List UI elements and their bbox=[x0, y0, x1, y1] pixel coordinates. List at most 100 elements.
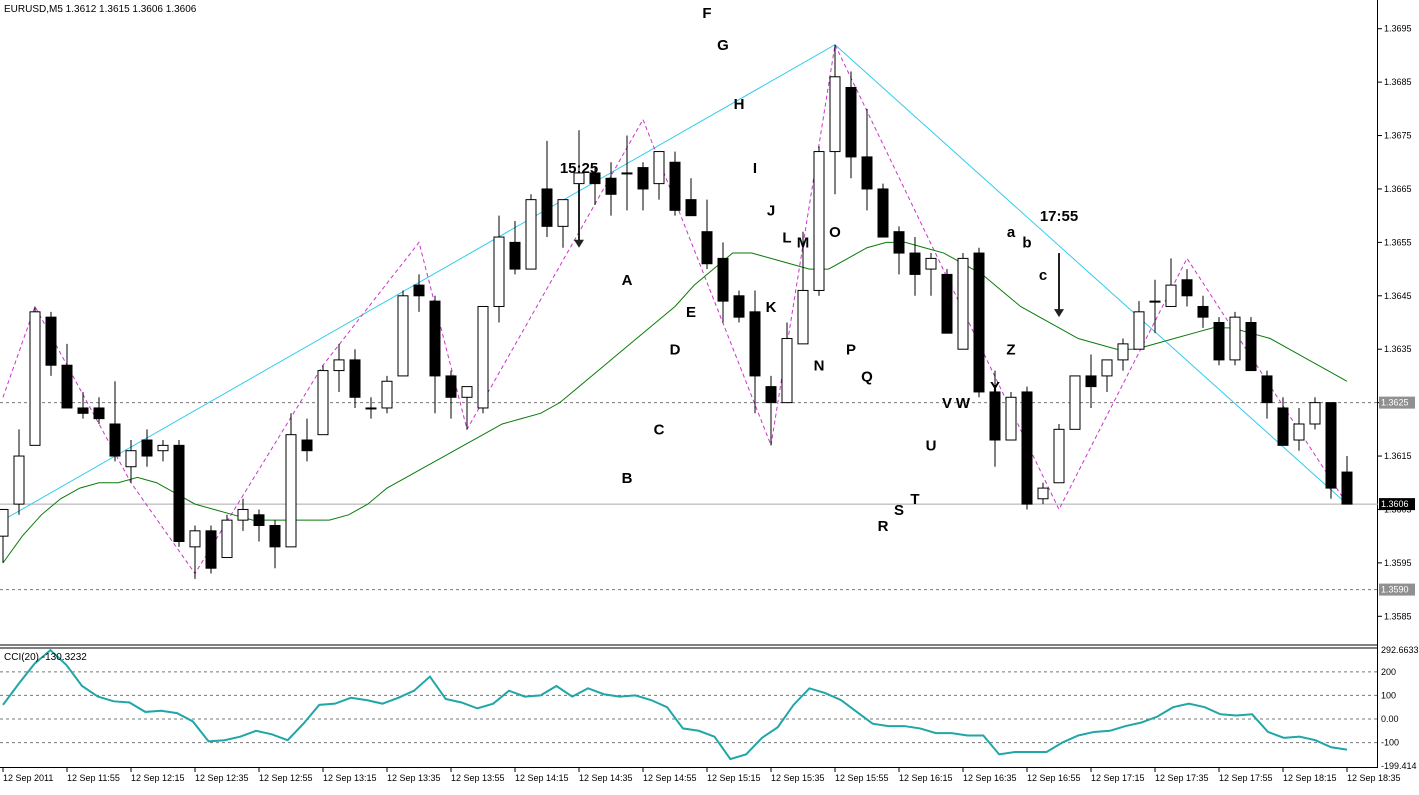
price-tick-label: 1.3645 bbox=[1384, 291, 1412, 301]
wave-label: C bbox=[654, 422, 665, 439]
candle-body-bull bbox=[1309, 402, 1321, 425]
time-tick-label: 12 Sep 18:35 bbox=[1347, 773, 1401, 783]
candle bbox=[557, 199, 569, 248]
level-tag-lower: 1.3590 bbox=[1381, 585, 1409, 595]
candle-body-bull bbox=[1117, 343, 1129, 361]
candle bbox=[525, 194, 537, 270]
grid-layer bbox=[0, 402, 1378, 591]
candle bbox=[1117, 338, 1129, 371]
wave-label: L bbox=[782, 229, 791, 246]
price-tick-label: 1.3675 bbox=[1384, 131, 1412, 141]
wave-label: Q bbox=[861, 368, 873, 385]
candle-body-bear bbox=[1325, 402, 1337, 489]
price-tick-label: 1.3615 bbox=[1384, 451, 1412, 461]
candle-body-bear bbox=[941, 273, 953, 334]
candle-body-bull bbox=[621, 172, 633, 175]
candle bbox=[765, 375, 777, 446]
candle-body-bear bbox=[1213, 322, 1225, 361]
candle bbox=[1245, 317, 1257, 372]
candle bbox=[637, 162, 649, 211]
candle bbox=[909, 237, 921, 296]
candle-body-bear bbox=[685, 199, 697, 217]
candle bbox=[221, 514, 233, 559]
candle-body-bull bbox=[125, 450, 137, 468]
candle-body-bull bbox=[1149, 300, 1161, 303]
time-tick-label: 12 Sep 16:55 bbox=[1027, 773, 1081, 783]
candle bbox=[1277, 397, 1289, 446]
candle bbox=[877, 183, 889, 238]
candle bbox=[589, 167, 601, 205]
time-axis: 12 Sep 2011 12 Sep 11:55 12 Sep 12:15 12 Se… bbox=[2, 768, 1401, 783]
candle-body-bull bbox=[1229, 316, 1241, 361]
wave-label: b bbox=[1022, 235, 1031, 252]
candle bbox=[797, 231, 809, 345]
candle-body-bull bbox=[925, 257, 937, 270]
price-tick-label: 1.3635 bbox=[1384, 344, 1412, 354]
candle-body-bull bbox=[797, 289, 809, 345]
wave-label: R bbox=[878, 518, 889, 535]
price-tick-label: 1.3585 bbox=[1384, 611, 1412, 621]
time-tick-label: 12 Sep 14:35 bbox=[579, 773, 633, 783]
price-tick-label: 1.3655 bbox=[1384, 237, 1412, 247]
candle-body-bull bbox=[493, 236, 505, 307]
time-tick-label: 12 Sep 18:15 bbox=[1283, 773, 1337, 783]
candle bbox=[749, 290, 761, 414]
time-tick-label: 12 Sep 17:35 bbox=[1155, 773, 1209, 783]
time-tick-label: 12 Sep 12:15 bbox=[131, 773, 185, 783]
candle bbox=[781, 322, 793, 404]
candle-body-bear bbox=[301, 439, 313, 452]
candle bbox=[509, 221, 521, 275]
candle bbox=[1213, 317, 1225, 366]
candle bbox=[541, 140, 553, 238]
candle bbox=[493, 215, 505, 323]
candle-body-bear bbox=[765, 386, 777, 404]
candle-body-bear bbox=[989, 391, 1001, 441]
price-tick-label: 1.3665 bbox=[1384, 184, 1412, 194]
candle bbox=[189, 525, 201, 579]
candle bbox=[957, 253, 969, 350]
candle-body-bear bbox=[109, 423, 121, 457]
candle bbox=[93, 397, 105, 424]
wave-label: S bbox=[894, 502, 904, 519]
candle-body-bear bbox=[733, 295, 745, 318]
wave-label: E bbox=[686, 304, 696, 321]
candle-body-bull bbox=[461, 386, 473, 398]
candle bbox=[333, 343, 345, 392]
candle-body-bull bbox=[237, 508, 249, 521]
cci-label: CCI(20) -130.3232 bbox=[4, 652, 87, 663]
price-axis: 1.3695 1.3685 1.3675 1.3665 1.3655 1.3645 1.36… bbox=[1378, 24, 1415, 621]
candle-body-bull bbox=[829, 76, 841, 153]
time-arrow-head bbox=[1054, 309, 1064, 318]
candle bbox=[1021, 386, 1033, 510]
candle-body-bull bbox=[189, 530, 201, 548]
time-tick-label: 12 Sep 12:55 bbox=[259, 773, 313, 783]
candle bbox=[1229, 311, 1241, 366]
cci-line bbox=[2, 648, 1348, 761]
candle-body-bear bbox=[1021, 391, 1033, 505]
cci-tick-label: -100 bbox=[1381, 738, 1399, 748]
wave-label: 15:25 bbox=[560, 160, 598, 177]
wave-label: J bbox=[767, 203, 775, 220]
wave-label: I bbox=[753, 160, 757, 177]
candle bbox=[989, 370, 1001, 467]
candle-body-bull bbox=[221, 519, 233, 559]
candle-body-bear bbox=[61, 364, 73, 409]
time-tick-label: 12 Sep 16:35 bbox=[963, 773, 1017, 783]
candle-body-bear bbox=[541, 188, 553, 227]
candle-body-bear bbox=[205, 530, 217, 569]
wave-label: A bbox=[622, 272, 633, 289]
wave-label: 17:55 bbox=[1040, 208, 1078, 225]
candle-body-bull bbox=[317, 370, 329, 436]
candle bbox=[461, 386, 473, 430]
candle-body-bull bbox=[813, 151, 825, 291]
wave-label: M bbox=[797, 235, 810, 252]
time-tick-label: 12 Sep 12:35 bbox=[195, 773, 249, 783]
candle bbox=[733, 290, 745, 323]
candle bbox=[1261, 370, 1273, 419]
candle-body-bear bbox=[1197, 305, 1209, 318]
current-price-tag-bg bbox=[1379, 498, 1415, 511]
candle bbox=[349, 349, 361, 408]
candle bbox=[237, 498, 249, 531]
candle-body-bear bbox=[637, 167, 649, 190]
